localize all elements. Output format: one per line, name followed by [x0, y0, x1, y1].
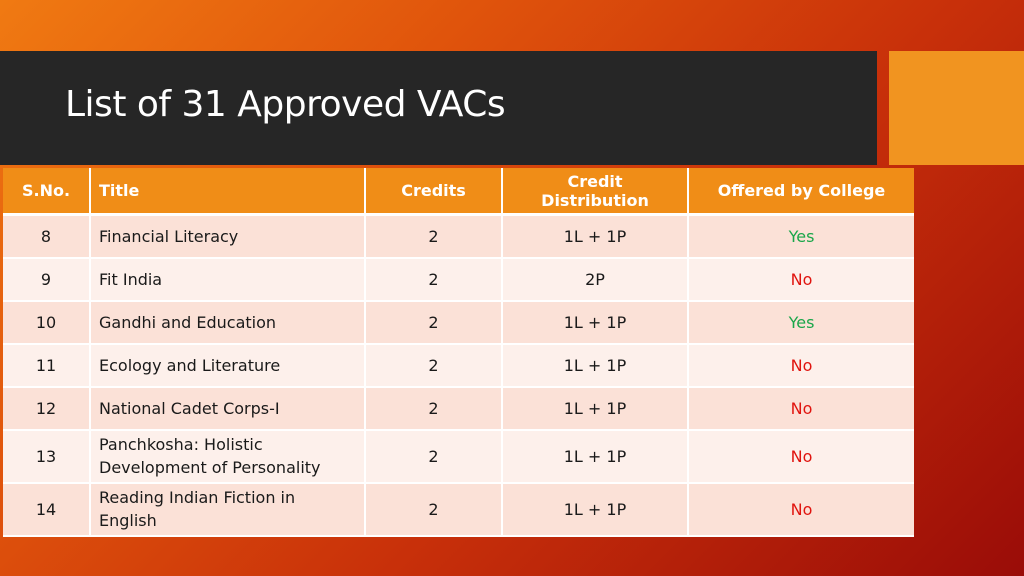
cell-credits: 2 [365, 300, 503, 345]
cell-distribution: 1L + 1P [502, 300, 689, 345]
table-row: 10 Gandhi and Education 2 1L + 1P Yes [3, 300, 914, 345]
header-sno: S.No. [3, 168, 91, 216]
header-offered-by-college: Offered by College [688, 168, 914, 216]
cell-title: Fit India [90, 257, 366, 302]
cell-title: Reading Indian Fiction in English [90, 482, 366, 537]
cell-offered: Yes [688, 214, 914, 259]
cell-offered: No [688, 429, 914, 484]
title-bar [0, 51, 877, 165]
cell-distribution: 1L + 1P [502, 429, 689, 484]
cell-title: National Cadet Corps-I [90, 386, 366, 431]
cell-credits: 2 [365, 257, 503, 302]
table-header-row: S.No. Title Credits Credit Distribution … [3, 168, 914, 216]
table-row: 13 Panchkosha: Holistic Development of P… [3, 429, 914, 484]
vac-table: S.No. Title Credits Credit Distribution … [3, 168, 914, 537]
cell-sno: 8 [3, 214, 91, 259]
cell-sno: 10 [3, 300, 91, 345]
header-credits: Credits [365, 168, 503, 216]
accent-box [889, 51, 1024, 165]
cell-distribution: 1L + 1P [502, 482, 689, 537]
cell-credits: 2 [365, 482, 503, 537]
cell-credits: 2 [365, 343, 503, 388]
cell-sno: 13 [3, 429, 91, 484]
cell-offered: No [688, 257, 914, 302]
cell-title: Panchkosha: Holistic Development of Pers… [90, 429, 366, 484]
cell-credits: 2 [365, 429, 503, 484]
header-credit-distribution: Credit Distribution [502, 168, 689, 216]
cell-distribution: 1L + 1P [502, 386, 689, 431]
cell-offered: Yes [688, 300, 914, 345]
vac-table-container: S.No. Title Credits Credit Distribution … [3, 168, 914, 537]
table-row: 12 National Cadet Corps-I 2 1L + 1P No [3, 386, 914, 431]
cell-credits: 2 [365, 386, 503, 431]
cell-distribution: 1L + 1P [502, 214, 689, 259]
cell-sno: 9 [3, 257, 91, 302]
cell-offered: No [688, 343, 914, 388]
cell-offered: No [688, 386, 914, 431]
table-row: 14 Reading Indian Fiction in English 2 1… [3, 482, 914, 537]
cell-title: Ecology and Literature [90, 343, 366, 388]
cell-credits: 2 [365, 214, 503, 259]
page-title: List of 31 Approved VACs [65, 84, 506, 125]
cell-sno: 11 [3, 343, 91, 388]
cell-distribution: 2P [502, 257, 689, 302]
table-row: 11 Ecology and Literature 2 1L + 1P No [3, 343, 914, 388]
cell-title: Gandhi and Education [90, 300, 366, 345]
header-title: Title [90, 168, 366, 216]
table-row: 9 Fit India 2 2P No [3, 257, 914, 302]
table-row: 8 Financial Literacy 2 1L + 1P Yes [3, 214, 914, 259]
cell-sno: 12 [3, 386, 91, 431]
cell-offered: No [688, 482, 914, 537]
cell-distribution: 1L + 1P [502, 343, 689, 388]
cell-sno: 14 [3, 482, 91, 537]
cell-title: Financial Literacy [90, 214, 366, 259]
